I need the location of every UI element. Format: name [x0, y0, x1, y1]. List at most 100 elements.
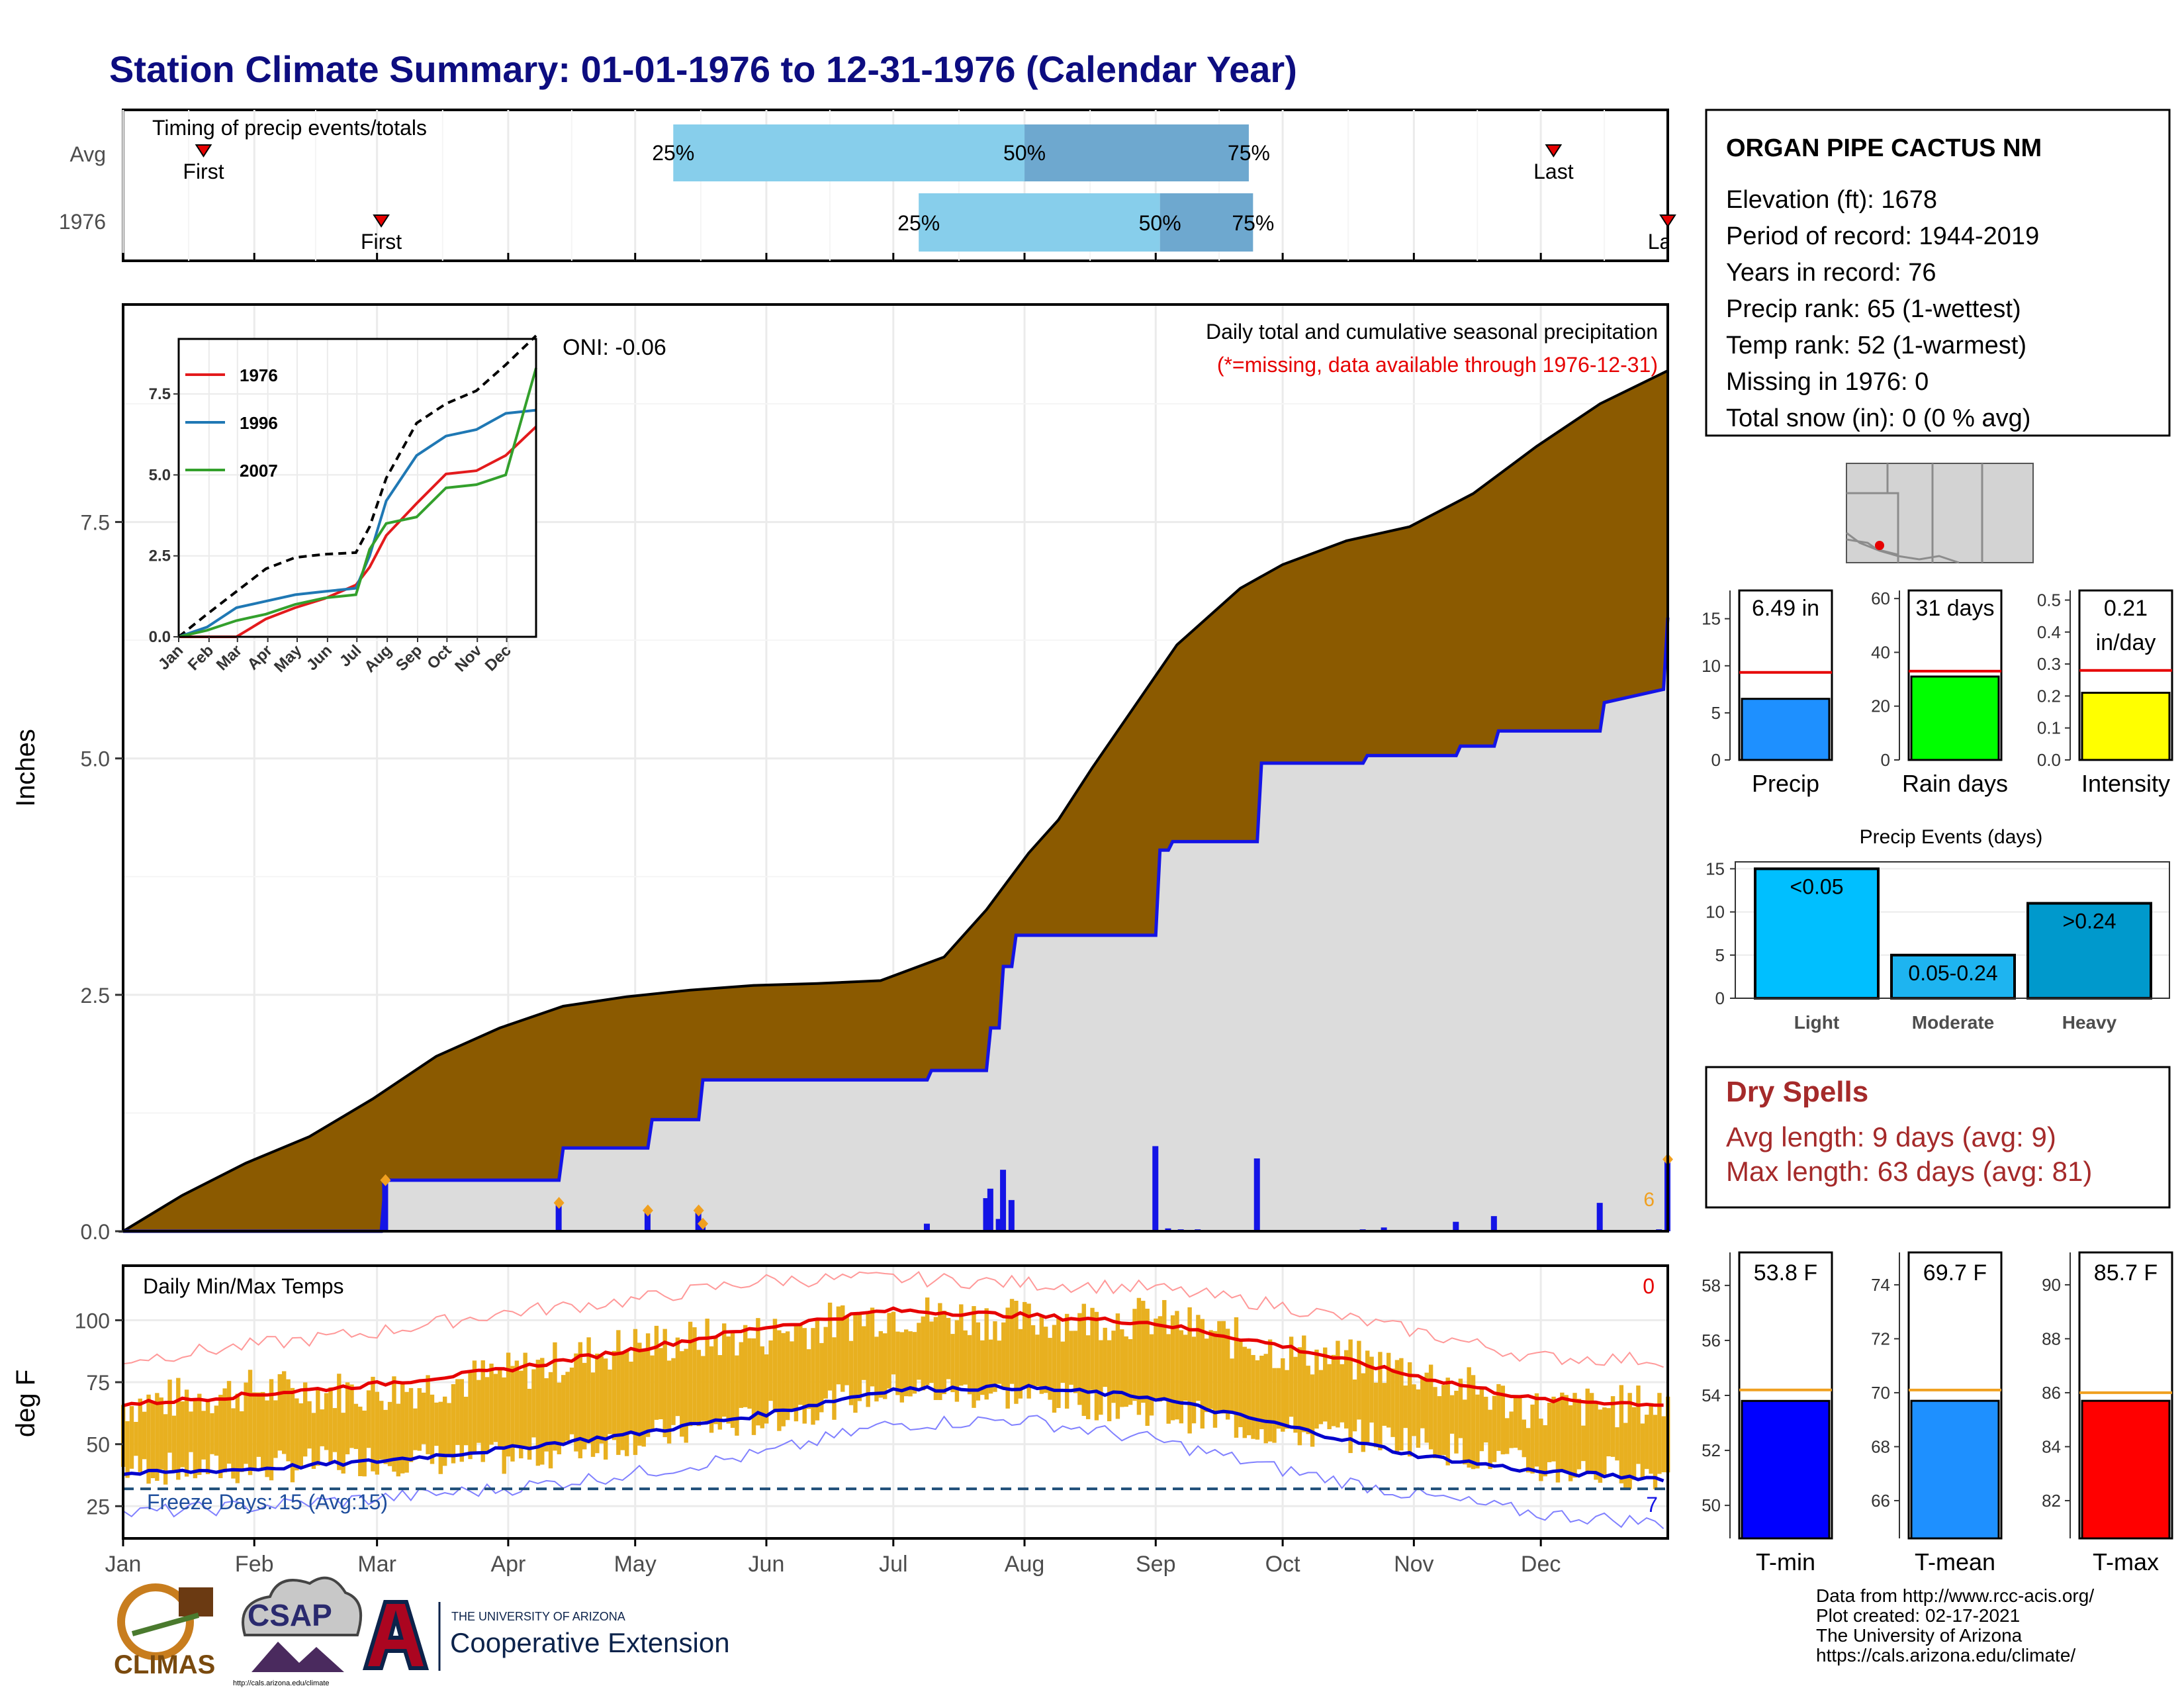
daily-temp-bar — [1212, 1331, 1218, 1428]
daily-temp-bar — [959, 1304, 964, 1386]
climas-logo-text: CLIMAS — [114, 1650, 215, 1679]
daily-temp-bar — [1183, 1335, 1188, 1401]
daily-temp-bar — [451, 1384, 456, 1464]
daily-temp-bar — [1615, 1427, 1619, 1461]
daily-temp-bar — [1166, 1334, 1171, 1424]
daily-temp-bar — [1543, 1425, 1547, 1477]
daily-temp-bar — [1069, 1331, 1073, 1385]
daily-temp-bar — [167, 1380, 172, 1453]
daily-temp-bar — [1407, 1362, 1412, 1457]
events-bar-label-0: <0.05 — [1790, 874, 1844, 898]
daily-temp-bar — [844, 1317, 849, 1385]
daily-temp-bar — [561, 1375, 566, 1444]
daily-temp-bar — [921, 1316, 925, 1391]
daily-temp-bar — [1420, 1377, 1425, 1429]
daily-temp-bar — [125, 1421, 130, 1478]
daily-temp-bar — [1141, 1301, 1146, 1403]
daily-temp-bar — [903, 1329, 909, 1397]
daily-temp-bar — [1115, 1313, 1120, 1419]
daily-temp-bar — [1598, 1409, 1603, 1483]
daily-temp-bar — [1310, 1374, 1315, 1447]
daily-temp-bar — [1416, 1389, 1421, 1448]
daily-temp-bar — [950, 1334, 955, 1393]
temp-bar-ytick-label: 70 — [1871, 1383, 1890, 1403]
daily-temp-bar — [1602, 1407, 1607, 1475]
daily-temp-bar — [942, 1311, 946, 1395]
daily-temp-bar — [1158, 1316, 1163, 1402]
daily-temp-bar — [756, 1318, 760, 1426]
timing-bar-25-50-0 — [673, 124, 1025, 181]
mini-bar-category-label-0: Precip — [1752, 770, 1819, 797]
daily-temp-bar — [1276, 1368, 1281, 1429]
daily-temp-bar — [1009, 1299, 1015, 1384]
daily-temp-bar — [908, 1331, 913, 1397]
temp-bar-2 — [2081, 1399, 2171, 1540]
daily-temp-bar — [1463, 1399, 1467, 1465]
mini-ytick-label: 0.2 — [2037, 686, 2061, 706]
daily-temp-bar — [612, 1350, 617, 1440]
daily-temp-bar — [1179, 1330, 1184, 1424]
station-detail-line: Temp rank: 52 (1-warmest) — [1726, 332, 2026, 359]
daily-temp-bar — [1204, 1338, 1209, 1413]
precip-ytick-label-3: 7.5 — [81, 511, 110, 535]
station-detail-line: Years in record: 76 — [1726, 259, 1936, 287]
temp-bar-value-label-2: 85.7 F — [2094, 1260, 2158, 1286]
daily-temp-bar — [218, 1395, 223, 1478]
daily-temp-bar — [925, 1297, 930, 1385]
daily-precip-bar — [555, 1203, 562, 1231]
daily-temp-bar — [349, 1384, 354, 1448]
daily-temp-bar — [1030, 1325, 1036, 1386]
daily-temp-bar — [442, 1396, 447, 1466]
daily-temp-bar — [142, 1411, 147, 1460]
daily-temp-bar — [193, 1399, 198, 1479]
daily-temp-bar — [569, 1367, 574, 1434]
precip-panel: 0.0 2.5 5.0 7.5 Inches Daily total and cumu… — [11, 303, 1673, 1244]
daily-temp-bar — [616, 1330, 621, 1455]
mini-bar-2 — [2081, 692, 2171, 761]
timing-p75-label-0: 75% — [1228, 141, 1270, 165]
month-label-jan: Jan — [105, 1552, 142, 1577]
temperature-panel: 25 50 75 100 deg F Daily Min/Max Temps 0 Fr… — [11, 1264, 1670, 1577]
daily-temp-bar — [1509, 1411, 1514, 1448]
daily-temp-bar — [1314, 1349, 1319, 1429]
daily-temp-bar — [366, 1390, 371, 1448]
daily-temp-bar — [1594, 1401, 1598, 1480]
daily-temp-bar — [1090, 1307, 1095, 1390]
daily-temp-bar — [281, 1371, 287, 1454]
daily-temp-bar — [134, 1421, 138, 1456]
daily-temp-bar — [946, 1317, 951, 1380]
daily-temp-bar — [1522, 1419, 1526, 1458]
daily-temp-bar — [967, 1335, 972, 1395]
daily-temp-bar — [447, 1403, 451, 1456]
climas-logo: CLIMAS — [114, 1583, 215, 1679]
daily-temp-bar — [459, 1379, 464, 1462]
map-land-outline — [1846, 532, 1960, 564]
daily-temp-bar — [624, 1350, 629, 1456]
daily-temp-bar — [387, 1401, 392, 1466]
daily-temp-bar — [565, 1372, 570, 1441]
legend-label-1996: 1996 — [240, 413, 278, 433]
csap-cloud-icon — [242, 1576, 363, 1636]
month-label-apr: Apr — [490, 1552, 525, 1577]
daily-temp-bar — [1162, 1299, 1167, 1398]
daily-temp-bar — [590, 1372, 596, 1457]
daily-temp-bar — [1336, 1340, 1340, 1428]
current-year-line — [123, 617, 1670, 1233]
daily-temp-bar — [1196, 1315, 1201, 1401]
daily-temp-bar — [506, 1352, 511, 1457]
daily-temp-bar — [993, 1321, 997, 1392]
daily-temp-bar — [666, 1360, 672, 1444]
credit-line: https://cals.arizona.edu/climate/ — [1816, 1645, 2075, 1665]
events-ytick-label: 0 — [1715, 988, 1725, 1008]
temp-bar-ytick-label: 74 — [1871, 1275, 1890, 1295]
daily-temp-bar — [929, 1321, 934, 1383]
daily-temp-bar — [1539, 1419, 1543, 1481]
daily-temp-bar — [595, 1353, 600, 1454]
daily-temp-bar — [468, 1372, 473, 1460]
daily-temp-bar — [785, 1331, 790, 1421]
daily-temp-bar — [1373, 1382, 1379, 1448]
daily-temp-bar — [954, 1320, 960, 1402]
daily-temp-bar — [371, 1376, 375, 1472]
daily-temp-bar — [1606, 1408, 1611, 1457]
daily-temp-bar — [176, 1378, 181, 1480]
